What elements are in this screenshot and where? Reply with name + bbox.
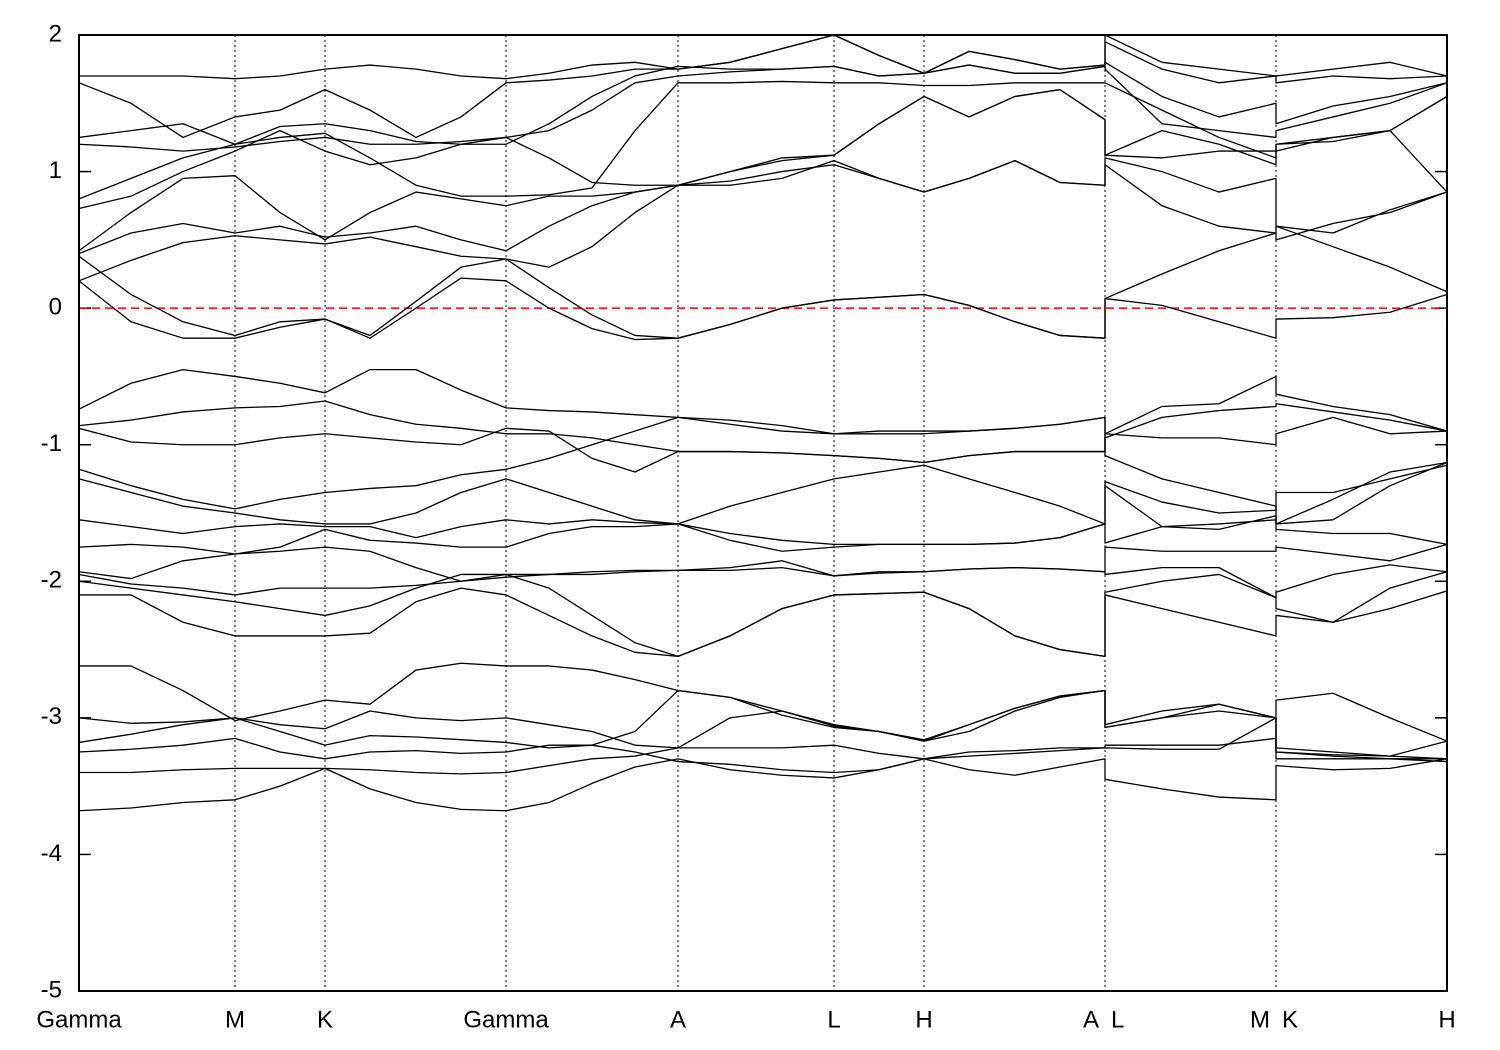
y-tick-label: -5 [41,976,62,1003]
x-tick-label: L [1111,1006,1124,1033]
band-line [78,159,1448,282]
band-line [78,400,1448,464]
x-tick-label: A [1083,1006,1099,1033]
band-line [78,519,1448,555]
band-line [78,88,1448,186]
band-line [78,61,1448,145]
band-line [78,560,1448,623]
band-line [78,543,1448,582]
band-line [79,737,1447,775]
plot-frame [78,34,1448,992]
x-tick-label: A [670,1006,686,1033]
band-line [78,461,1448,552]
band-line [78,368,1448,435]
y-tick-label: -2 [41,567,62,594]
x-tick-label: H [915,1006,932,1033]
band-line [78,717,1448,774]
y-tick-label: 0 [49,293,62,320]
x-tick-label: M [1250,1006,1270,1033]
x-tick-label: L [827,1006,840,1033]
band-line [78,416,1448,525]
y-tick-label: 2 [49,20,62,47]
y-tick-label: 1 [49,157,62,184]
x-tick-label: K [1282,1006,1298,1033]
band-line [78,80,1448,200]
band-line [78,157,1448,255]
band-line [78,464,1448,525]
x-tick-label: M [225,1006,245,1033]
band-line [78,88,1448,252]
y-tick-label: -1 [41,430,62,457]
band-line [79,34,1448,80]
x-tick-label: Gamma [36,1006,122,1033]
y-tick-label: -3 [41,703,62,730]
x-tick-label: H [1438,1006,1455,1033]
band-line [79,662,1448,760]
y-tick-label: -4 [41,840,62,867]
band-line [78,564,1448,658]
x-tick-label: Gamma [463,1006,549,1033]
x-tick-label: K [317,1006,333,1033]
band-line [78,225,1448,339]
